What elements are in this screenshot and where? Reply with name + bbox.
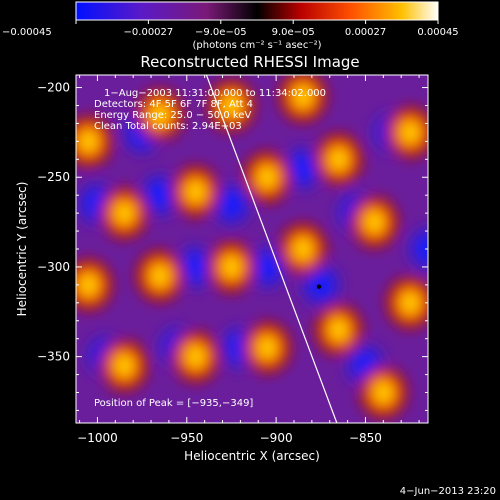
y-tick-label: −350 (37, 350, 70, 364)
intensity-map (76, 75, 428, 419)
x-axis-ticks: −1000 −950 −900 −850 (77, 75, 420, 445)
y-axis-label: Heliocentric Y (arcsec) (15, 182, 29, 317)
maximum-core (374, 381, 393, 404)
colorbar-tick-label: −0.00045 (2, 27, 52, 38)
y-tick-label: −200 (37, 81, 70, 95)
colorbar-tick-label: 0.00045 (417, 27, 458, 38)
minimum-core (256, 253, 279, 280)
colorbar-tick-label: 0.00027 (345, 27, 386, 38)
colorbar-units: (photons cm⁻² s⁻¹ asec⁻²) (192, 40, 321, 51)
colorbar (75, 1, 439, 21)
minimum-core (291, 155, 314, 182)
maximum-core (293, 238, 312, 260)
solar-limb-line (205, 75, 338, 423)
maximum-core (329, 148, 348, 171)
maximum-core (258, 166, 277, 189)
minimum-core (184, 253, 207, 280)
peak-position-label: Position of Peak = [−935,−349] (94, 398, 253, 409)
x-tick-label: −950 (170, 431, 203, 445)
maximum-core (150, 103, 169, 126)
maximum-core (79, 130, 98, 153)
maximum-core (401, 291, 420, 314)
colorbar-ticks: −0.00045 −0.00027 −9.0e−05 9.0e−05 0.00027 0.… (2, 20, 459, 38)
maximum-core (365, 211, 384, 234)
x-tick-label: −1000 (77, 431, 118, 445)
maximum-core (329, 318, 348, 341)
minimum-core (309, 271, 332, 298)
x-axis-label: Heliocentric X (arcsec) (184, 449, 320, 463)
annotation-line: Energy Range: 25.0 − 50.0 keV (94, 110, 251, 121)
colorbar-tick-label: −9.0e−05 (195, 27, 247, 38)
maximum-core (258, 336, 277, 359)
maximum-core (293, 85, 312, 108)
annotation-line: Clean Total counts: 2.94E+03 (94, 121, 242, 132)
maximum-core (115, 354, 134, 377)
maximum-core (150, 264, 169, 287)
chart-title: Reconstructed RHESSI Image (140, 53, 359, 71)
y-axis-ticks: −200 −250 −300 −350 (37, 81, 428, 411)
maximum-core (186, 180, 205, 203)
minimum-core (417, 236, 428, 262)
annotation-line: Detectors: 4F 5F 6F 7F 8F, Att 4 (94, 99, 253, 110)
maximum-core (115, 202, 134, 225)
maximum-core (222, 255, 241, 278)
maximum-core (401, 121, 420, 144)
colorbar-tick-label: 9.0e−05 (272, 27, 315, 38)
minimum-core (148, 182, 171, 209)
x-tick-label: −850 (349, 431, 382, 445)
marked-point (316, 284, 322, 289)
colorbar-tick-label: −0.00027 (124, 27, 174, 38)
y-tick-label: −300 (37, 260, 70, 274)
maximum-core (79, 273, 98, 296)
annotation-line: 1−Aug−2003 11:31:00.000 to 11:34:02.000 (104, 88, 326, 99)
x-tick-label: −900 (260, 431, 293, 445)
y-tick-label: −250 (37, 170, 70, 184)
footer-timestamp: 4−Jun−2013 23:20 (400, 486, 496, 497)
maximum-core (186, 345, 205, 368)
annotation-block: 1−Aug−2003 11:31:00.000 to 11:34:02.000D… (94, 88, 326, 132)
maximum-core (222, 94, 241, 117)
minimum-core (220, 191, 243, 218)
